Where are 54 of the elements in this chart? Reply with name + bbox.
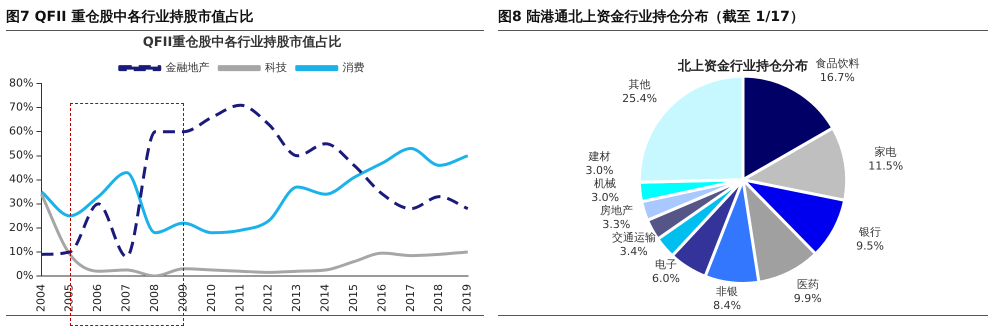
data-label: 16.7%	[820, 70, 855, 84]
x-tick-label: 2007	[120, 284, 133, 312]
line-series	[40, 104, 470, 258]
x-tick-label: 2018	[432, 284, 446, 312]
x-tick-label: 2015	[346, 284, 360, 312]
x-tick-label: 2012	[262, 284, 275, 312]
y-tick-label: 0%	[16, 268, 34, 282]
slice-label: 非银	[716, 284, 738, 298]
slice-label: 医药	[796, 278, 819, 292]
data-label: 11.5%	[868, 159, 904, 172]
x-tick-label: 2004	[34, 284, 48, 312]
slice-label: 食品饮料	[815, 56, 860, 70]
data-label: 3.0%	[585, 164, 614, 177]
legend-label: 科技	[264, 60, 287, 74]
data-label: 3.0%	[591, 190, 620, 204]
chart-subtitle: 北上资金行业持仓分布	[677, 59, 808, 74]
data-label: 9.5%	[856, 240, 884, 253]
x-tick-label: 2010	[204, 284, 218, 312]
x-tick-label: 2013	[290, 284, 304, 312]
slice-label: 银行	[858, 226, 882, 239]
slice-label: 建材	[587, 150, 610, 163]
data-label: 9.9%	[794, 292, 822, 306]
chart-subtitle: QFII重仓股中各行业持股市值占比	[142, 34, 342, 50]
x-tick-label: 2011	[233, 284, 246, 312]
legend-label: 消费	[342, 60, 364, 74]
x-tick-label: 2019	[460, 284, 474, 312]
data-label: 25.4%	[622, 92, 658, 105]
chart-title: 图8 陆港通北上资金行业持仓分布（截至 1/17）	[498, 6, 988, 31]
data-label: 8.4%	[713, 298, 742, 312]
x-tick-label: 2017	[404, 284, 417, 312]
legend-label: 金融地产	[165, 60, 210, 74]
data-label: 3.4%	[620, 244, 648, 258]
y-tick-label: 60%	[8, 124, 34, 138]
x-tick-label: 2006	[91, 284, 104, 312]
y-tick-label: 70%	[8, 100, 34, 114]
slice-label: 房地产	[600, 204, 633, 217]
data-label: 3.3%	[602, 218, 630, 231]
line-series	[40, 147, 470, 234]
y-tick-label: 10%	[8, 244, 34, 258]
y-tick-label: 20%	[8, 220, 34, 234]
data-label: 6.0%	[652, 272, 680, 285]
x-tick-label: 2016	[375, 284, 388, 312]
x-tick-label: 2008	[148, 284, 161, 312]
slice-label: 其他	[628, 78, 651, 91]
y-tick-label: 80%	[8, 76, 34, 90]
y-tick-label: 40%	[8, 172, 34, 186]
slice-label: 机械	[594, 176, 616, 190]
x-tick-label: 2014	[318, 284, 332, 312]
slice-label: 交通运输	[612, 230, 656, 244]
chart-title: 图7 QFII 重仓股中各行业持股市值占比	[6, 6, 484, 31]
slice-label: 家电	[874, 145, 897, 158]
y-tick-label: 30%	[8, 196, 34, 210]
slice-label: 电子	[654, 258, 677, 271]
y-tick-label: 50%	[8, 148, 34, 162]
